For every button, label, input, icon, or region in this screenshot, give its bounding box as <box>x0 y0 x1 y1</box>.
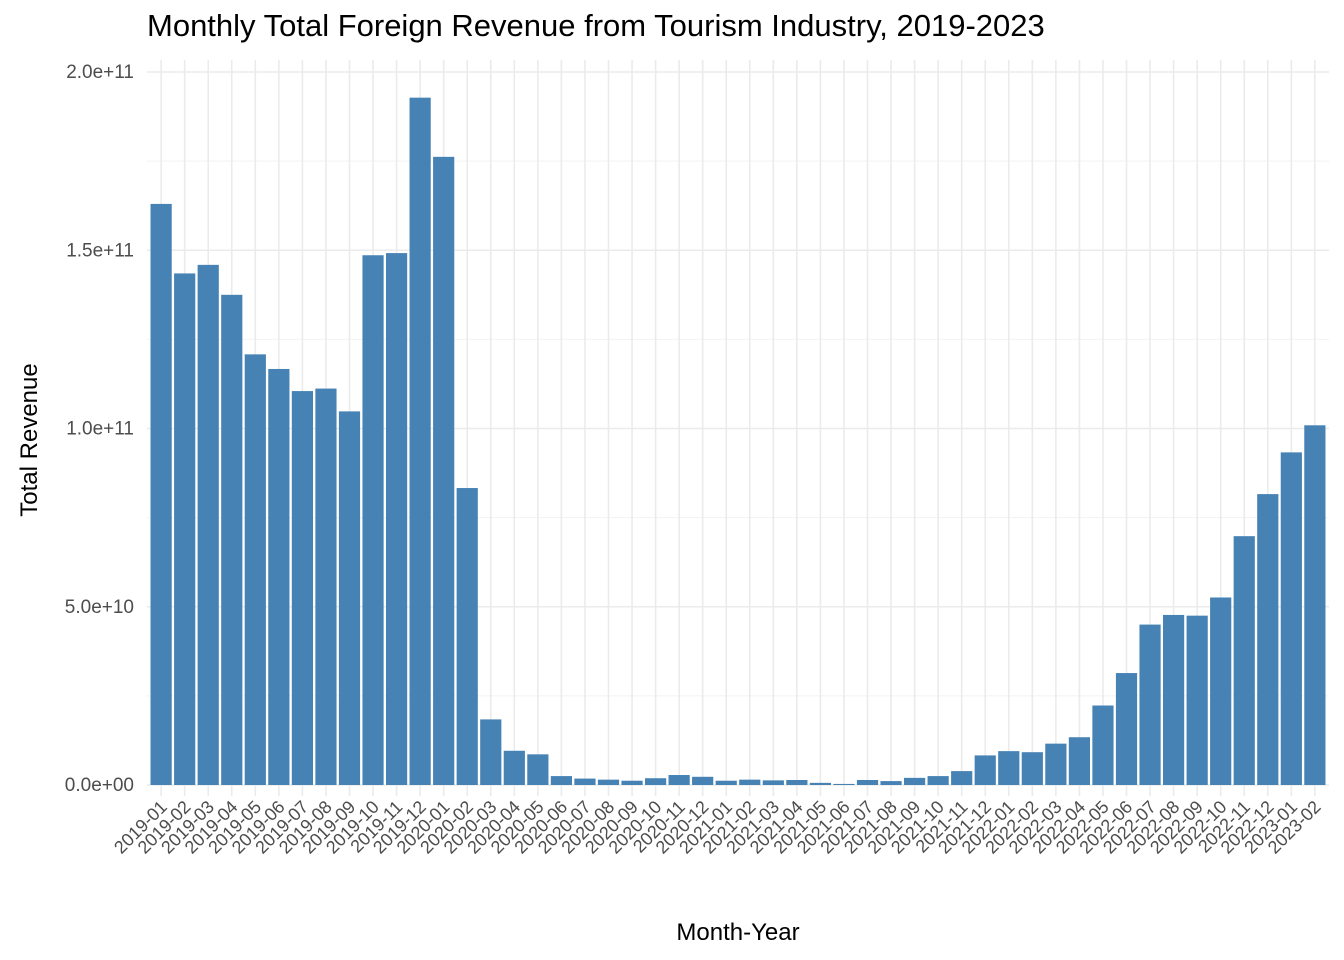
bar-2023-02 <box>1304 425 1326 785</box>
bar-2022-09 <box>1186 615 1208 785</box>
bar-2020-03 <box>480 719 502 785</box>
bar-2021-03 <box>762 780 784 785</box>
bar-2022-05 <box>1092 705 1114 785</box>
bar-2020-11 <box>668 775 690 785</box>
y-axis-title: Total Revenue <box>16 363 43 516</box>
bar-2021-05 <box>809 782 832 785</box>
bar-2019-09 <box>338 411 361 785</box>
y-tick-label: 0.0e+00 <box>65 775 134 796</box>
bar-2019-06 <box>268 368 290 785</box>
bar-2020-10 <box>644 778 667 785</box>
bar-2021-11 <box>951 771 973 785</box>
y-tick-labels: 0.0e+00 5.0e+10 1.0e+11 1.5e+11 2.0e+11 <box>65 62 134 796</box>
bar-2021-01 <box>715 780 737 785</box>
bar-2022-06 <box>1115 673 1138 785</box>
bars <box>150 97 1326 786</box>
bar-2021-12 <box>974 755 996 785</box>
bar-2020-08 <box>597 779 620 785</box>
bar-2022-12 <box>1257 494 1279 785</box>
y-tick-label: 2.0e+11 <box>66 62 134 83</box>
x-tick-labels: 2019-012019-022019-032019-042019-052019-… <box>110 797 1325 858</box>
bar-2022-01 <box>998 751 1020 785</box>
bar-2019-05 <box>244 354 266 785</box>
bar-2019-03 <box>197 264 219 786</box>
bar-2021-04 <box>786 780 808 785</box>
bar-2020-12 <box>692 776 714 785</box>
bar-2019-07 <box>291 391 313 785</box>
bar-2021-08 <box>880 781 902 785</box>
chart-title: Monthly Total Foreign Revenue from Touri… <box>147 8 1045 43</box>
y-tick-label: 1.0e+11 <box>66 419 134 440</box>
bar-2022-08 <box>1163 614 1185 785</box>
x-axis-title: Month-Year <box>676 919 799 946</box>
bar-2019-04 <box>221 294 243 785</box>
bar-2022-11 <box>1233 536 1255 785</box>
bar-2019-01 <box>150 203 172 785</box>
bar-2020-01 <box>433 156 455 786</box>
y-tick-label: 5.0e+10 <box>65 597 134 618</box>
y-tick-label: 1.5e+11 <box>66 240 134 261</box>
bar-2020-02 <box>456 488 478 785</box>
bar-2020-06 <box>550 776 573 785</box>
bar-2023-01 <box>1280 452 1302 785</box>
bar-2021-02 <box>739 779 761 785</box>
bar-2021-09 <box>903 777 926 785</box>
bar-2019-12 <box>409 97 431 786</box>
bar-2021-07 <box>856 780 879 785</box>
bar-2020-09 <box>621 780 643 785</box>
bar-2022-07 <box>1139 624 1161 785</box>
bar-2020-04 <box>503 750 525 785</box>
bar-2022-04 <box>1068 737 1091 785</box>
bar-2019-08 <box>315 388 337 785</box>
bar-2021-10 <box>927 776 949 785</box>
bar-2019-02 <box>174 273 196 785</box>
bar-2022-10 <box>1210 597 1232 785</box>
bar-2019-10 <box>362 255 384 786</box>
bar-2022-03 <box>1045 743 1067 785</box>
bar-2020-07 <box>574 778 596 785</box>
bar-2020-05 <box>527 754 549 785</box>
bar-2022-02 <box>1021 752 1043 785</box>
bar-2019-11 <box>385 253 408 786</box>
bar-2021-06 <box>833 783 855 785</box>
